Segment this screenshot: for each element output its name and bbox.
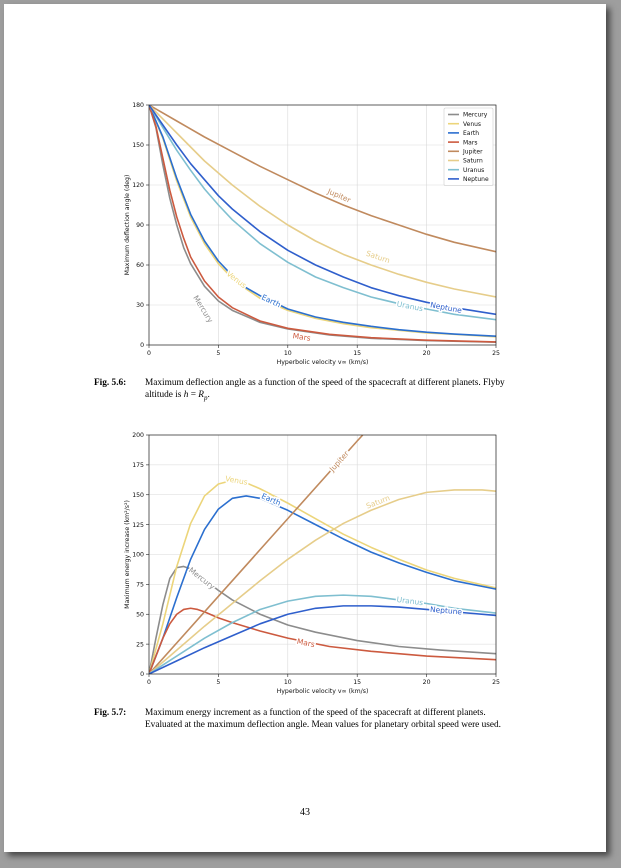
x-tick-label: 20 bbox=[423, 350, 431, 357]
legend-entry: Mars bbox=[463, 139, 477, 146]
x-tick-label: 15 bbox=[353, 350, 361, 357]
series-line-neptune bbox=[149, 605, 496, 674]
plot-area bbox=[149, 435, 496, 674]
series-line-earth bbox=[149, 105, 496, 337]
series-label-mercury: Mercury bbox=[187, 566, 217, 592]
x-tick-label: 10 bbox=[284, 350, 292, 357]
figure-caption-2: Fig. 5.7: Maximum energy increment as a … bbox=[94, 707, 524, 732]
series-group bbox=[149, 435, 496, 674]
series-label-mars: Mars bbox=[296, 637, 316, 649]
figure-label-2: Fig. 5.7: bbox=[94, 708, 127, 718]
x-tick-label: 5 bbox=[216, 350, 220, 357]
y-tick-label: 0 bbox=[140, 342, 144, 349]
series-line-neptune bbox=[149, 105, 496, 316]
series-line-jupiter bbox=[149, 435, 364, 674]
x-axis-label: Hyperbolic velocity v∞ (km/s) bbox=[277, 359, 369, 366]
x-tick-label: 25 bbox=[492, 679, 500, 686]
series-label-mars: Mars bbox=[292, 331, 311, 342]
series-label-saturn: Saturn bbox=[365, 493, 392, 510]
series-line-jupiter bbox=[149, 105, 496, 253]
y-tick-label: 30 bbox=[136, 302, 144, 309]
legend-box bbox=[443, 107, 494, 186]
y-axis-label: Maximum deflection angle (deg) bbox=[124, 175, 131, 276]
series-line-mercury bbox=[149, 565, 496, 674]
legend-entry: Earth bbox=[463, 130, 479, 137]
series-line-mars bbox=[149, 607, 496, 674]
y-tick-label: 120 bbox=[132, 182, 144, 189]
x-tick-label: 5 bbox=[216, 679, 220, 686]
chart-1-group: Mercury Venus Earth Mars Jupiter Saturn Uranus… bbox=[124, 102, 500, 366]
y-tick-label: 50 bbox=[136, 611, 144, 618]
figure-caption-text-2: Maximum energy increment as a function o… bbox=[145, 708, 501, 731]
series-line-uranus bbox=[149, 594, 496, 674]
x-tick-label: 0 bbox=[147, 679, 151, 686]
y-tick-label: 75 bbox=[136, 582, 144, 589]
series-line-earth bbox=[149, 495, 496, 674]
plot-frame bbox=[148, 434, 497, 675]
x-tick-label: 20 bbox=[423, 679, 431, 686]
y-tick-label: 60 bbox=[136, 262, 144, 269]
y-tick-label: 150 bbox=[132, 492, 144, 499]
series-label-venus: Venus bbox=[225, 474, 249, 487]
y-tick-label: 175 bbox=[132, 462, 144, 469]
series-line-mars bbox=[149, 105, 496, 343]
page-number: 43 bbox=[300, 807, 310, 818]
y-axis-label: Maximum energy increase (km²/s²) bbox=[124, 500, 131, 609]
x-tick-label: 0 bbox=[147, 350, 151, 357]
document-page: Mercury Venus Earth Mars Jupiter Saturn Uranus… bbox=[4, 4, 606, 852]
y-tick-label: 90 bbox=[136, 222, 144, 229]
series-label-earth: Earth bbox=[260, 491, 282, 507]
legend-entry: Uranus bbox=[463, 167, 484, 174]
series-label-neptune: Neptune bbox=[430, 605, 463, 617]
legend: Mercury Venus Earth Mars Jupiter Saturn Uranus… bbox=[443, 107, 494, 186]
series-label-uranus: Uranus bbox=[396, 595, 424, 607]
series-line-saturn bbox=[149, 105, 496, 298]
y-tick-label: 200 bbox=[132, 432, 144, 439]
figure-caption-text-1: Maximum deflection angle as a function o… bbox=[145, 378, 505, 403]
x-tick-label: 15 bbox=[353, 679, 361, 686]
series-line-venus bbox=[149, 479, 496, 674]
legend-entry: Mercury bbox=[463, 112, 488, 119]
x-tick-label: 25 bbox=[492, 350, 500, 357]
legend-entry: Jupiter bbox=[462, 149, 483, 156]
series-label-jupiter: Jupiter bbox=[327, 448, 351, 474]
legend-entry: Neptune bbox=[463, 176, 489, 183]
figure-caption-1: Fig. 5.6: Maximum deflection angle as a … bbox=[94, 377, 524, 405]
y-tick-label: 100 bbox=[132, 552, 144, 559]
chart-2-group: Mercury Venus Earth Mars Jupiter Saturn Uranus… bbox=[124, 432, 500, 695]
y-tick-label: 180 bbox=[132, 102, 144, 109]
y-tick-label: 0 bbox=[140, 671, 144, 678]
x-tick-label: 10 bbox=[284, 679, 292, 686]
series-line-uranus bbox=[149, 105, 496, 321]
series-line-saturn bbox=[149, 489, 496, 674]
deflection-angle-chart: Mercury Venus Earth Mars Jupiter Saturn Uranus… bbox=[124, 102, 500, 366]
y-tick-label: 150 bbox=[132, 142, 144, 149]
y-tick-label: 125 bbox=[132, 522, 144, 529]
legend-entry: Venus bbox=[463, 121, 481, 128]
y-tick-label: 25 bbox=[136, 641, 144, 648]
x-axis-label: Hyperbolic velocity v∞ (km/s) bbox=[277, 688, 369, 695]
series-group bbox=[149, 105, 496, 343]
legend-entry: Saturn bbox=[463, 158, 483, 165]
figure-label-1: Fig. 5.6: bbox=[94, 378, 127, 388]
